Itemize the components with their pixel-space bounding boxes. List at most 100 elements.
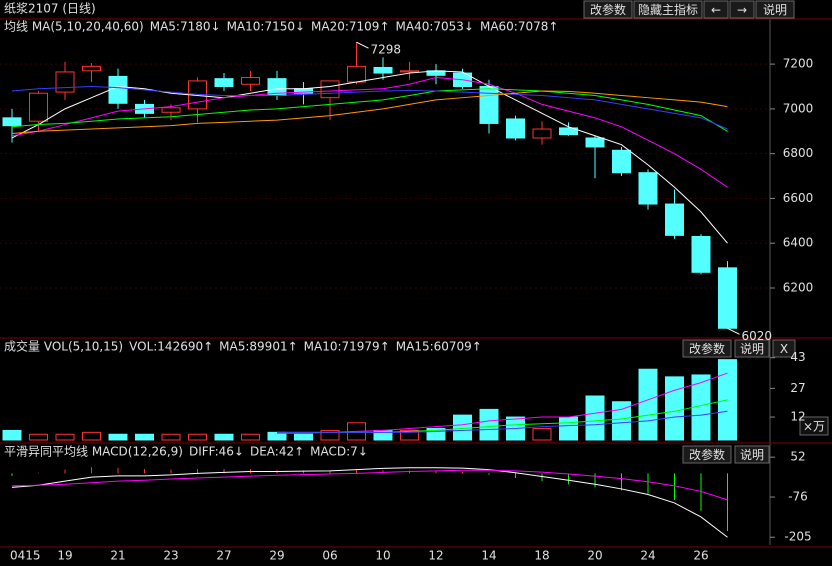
button-frame[interactable]: [729, 0, 755, 19]
unit-frame: [799, 416, 829, 436]
y-tick-label: -205: [784, 530, 811, 544]
button[interactable]: 说明: [755, 0, 795, 19]
y-tick-label: -76: [788, 490, 808, 504]
legend-entry: DEA:42↑: [250, 445, 304, 459]
indicator-line: [277, 410, 728, 433]
button[interactable]: 说明: [734, 339, 770, 358]
button[interactable]: 改参数: [583, 0, 633, 19]
candle-body: [691, 235, 711, 273]
volume-bar: [214, 433, 234, 441]
button[interactable]: 改参数: [682, 445, 732, 464]
button-label[interactable]: 说明: [740, 341, 764, 356]
button-frame[interactable]: [583, 0, 633, 19]
legend-entry: DIFF:46↓: [189, 445, 244, 459]
y-tick-label: 7000: [783, 101, 814, 115]
legend-entry: MA10:71979↑: [304, 340, 390, 354]
candle-body: [82, 65, 101, 72]
button[interactable]: 隐藏主指标: [633, 0, 703, 19]
button-label[interactable]: →: [737, 3, 747, 17]
button-label[interactable]: X: [780, 342, 788, 356]
x-tick-label: 29: [269, 549, 284, 563]
button-label[interactable]: 说明: [763, 2, 787, 17]
button-frame[interactable]: [633, 0, 703, 19]
button-label[interactable]: 改参数: [689, 447, 725, 462]
x-tick-label: 12: [428, 549, 443, 563]
x-tick-label: 18: [534, 549, 549, 563]
indicator-line: [11, 467, 728, 538]
product-title: 纸浆2107 (日线): [4, 1, 96, 16]
volume-bar: [400, 429, 419, 441]
volume-bar: [161, 433, 181, 441]
button-frame[interactable]: [755, 0, 795, 19]
x-tick-label: 0415: [10, 549, 41, 563]
legend-entry: MA60:7078↑: [480, 20, 558, 34]
y-tick-label: 6400: [783, 236, 814, 250]
x-tick-label: 26: [693, 549, 708, 563]
legend-entry: MA5:7180↓: [150, 20, 221, 34]
volume-bar: [585, 395, 605, 441]
candle-body: [29, 92, 48, 122]
candle-body: [373, 66, 393, 74]
button[interactable]: 说明: [734, 445, 770, 464]
volume-bar: [108, 433, 128, 441]
volume-bar: [426, 428, 446, 441]
volume-bar: [135, 433, 154, 441]
button[interactable]: →: [729, 0, 755, 19]
candle-body: [214, 78, 234, 87]
y-tick-label: 12: [790, 410, 805, 424]
volume-bar: [294, 433, 313, 441]
y-tick-label: 52: [790, 450, 805, 464]
button-label[interactable]: 隐藏主指标: [638, 2, 698, 17]
button-frame[interactable]: [682, 445, 732, 464]
button-frame[interactable]: [682, 339, 732, 358]
candle-body: [506, 118, 525, 139]
indicator-line: [277, 399, 728, 433]
x-tick-label: 23: [163, 549, 178, 563]
legend-entry: MACD:7↓: [310, 445, 368, 459]
volume-bar: [665, 376, 684, 441]
button-label[interactable]: 说明: [740, 447, 764, 462]
unit-label: ×万: [803, 420, 825, 434]
annotation-leader: [727, 327, 740, 335]
button-label[interactable]: ←: [711, 3, 721, 17]
volume-bar: [55, 433, 75, 441]
candle-body: [612, 149, 631, 174]
volume-bar: [479, 408, 499, 441]
volume-bar: [241, 433, 260, 441]
x-tick-label: 19: [57, 549, 72, 563]
button[interactable]: 改参数: [682, 339, 732, 358]
candle-body: [55, 71, 75, 93]
button-label[interactable]: 改参数: [590, 2, 626, 17]
candle-body: [638, 172, 658, 205]
candle-body: [585, 137, 605, 148]
indicator-line: [11, 70, 728, 244]
x-tick-label: 20: [587, 549, 602, 563]
volume-bar: [320, 429, 340, 441]
x-tick-label: 21: [110, 549, 125, 563]
button[interactable]: X: [772, 339, 796, 358]
candle-body: [559, 127, 578, 136]
candle-body: [479, 85, 499, 124]
button-label[interactable]: 改参数: [689, 341, 725, 356]
button-frame[interactable]: [772, 339, 796, 358]
legend-entry: VOL:142690↑: [129, 340, 213, 354]
volume-bar: [2, 429, 22, 441]
annotation-label: 7298: [371, 43, 402, 57]
button[interactable]: ←: [703, 0, 729, 19]
x-tick-label: 06: [322, 549, 337, 563]
button-frame[interactable]: [703, 0, 729, 19]
volume-bar: [638, 368, 658, 441]
volume-bar: [453, 414, 472, 441]
candle-body: [665, 203, 684, 236]
indicator-line: [11, 469, 728, 501]
button-frame[interactable]: [734, 445, 770, 464]
candle-body: [400, 70, 419, 73]
x-tick-label: 14: [481, 549, 496, 563]
x-tick-label: 10: [375, 549, 390, 563]
legend-entry: MA20:7109↑: [311, 20, 389, 34]
button-frame[interactable]: [734, 339, 770, 358]
legend-entry: MA10:7150↓: [227, 20, 305, 34]
candle-body: [241, 77, 260, 85]
volume-bar: [188, 433, 207, 441]
